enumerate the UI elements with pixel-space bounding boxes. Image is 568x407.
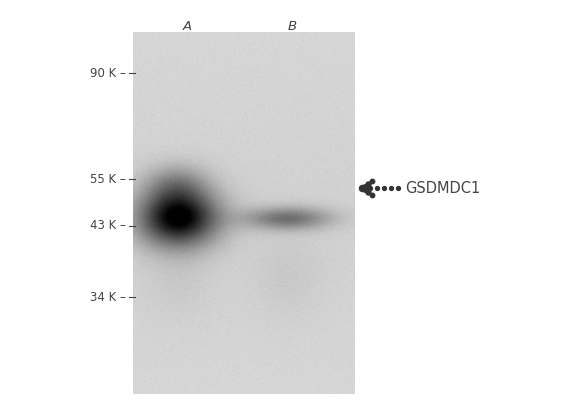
Text: 55 K –: 55 K – — [90, 173, 126, 186]
Text: 43 K –: 43 K – — [90, 219, 126, 232]
Text: 34 K –: 34 K – — [90, 291, 126, 304]
Text: A: A — [183, 20, 192, 33]
Text: 90 K –: 90 K – — [90, 67, 126, 80]
Text: GSDMDC1: GSDMDC1 — [406, 181, 481, 196]
Text: B: B — [288, 20, 297, 33]
